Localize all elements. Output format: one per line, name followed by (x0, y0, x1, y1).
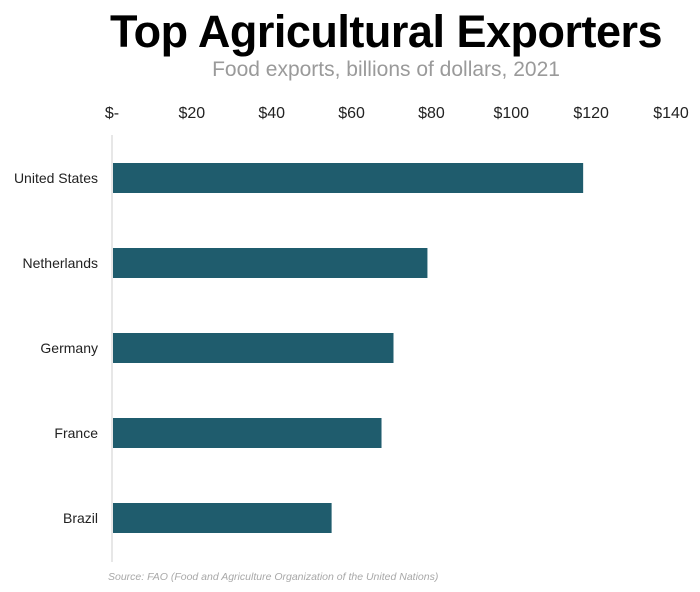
category-label: Germany (40, 340, 98, 356)
category-label: France (54, 425, 98, 441)
x-tick-label: $20 (179, 105, 206, 122)
x-tick-label: $80 (418, 105, 445, 122)
bar (113, 503, 332, 533)
x-tick-label: $60 (338, 105, 365, 122)
category-label: United States (14, 170, 98, 186)
bar (113, 418, 382, 448)
x-tick-label: $40 (258, 105, 285, 122)
source-note: Source: FAO (Food and Agriculture Organi… (108, 571, 439, 583)
bar (113, 163, 584, 193)
x-tick-label: $140 (653, 105, 689, 122)
chart-title: Top Agricultural Exporters (109, 6, 663, 57)
x-tick-label: $100 (493, 105, 529, 122)
category-label: Brazil (63, 510, 98, 526)
bar (113, 333, 394, 363)
x-tick-label: $- (105, 105, 119, 122)
bar (113, 248, 428, 278)
x-tick-label: $120 (573, 105, 609, 122)
category-label: Netherlands (23, 255, 99, 271)
chart-subtitle: Food exports, billions of dollars, 2021 (212, 58, 560, 81)
